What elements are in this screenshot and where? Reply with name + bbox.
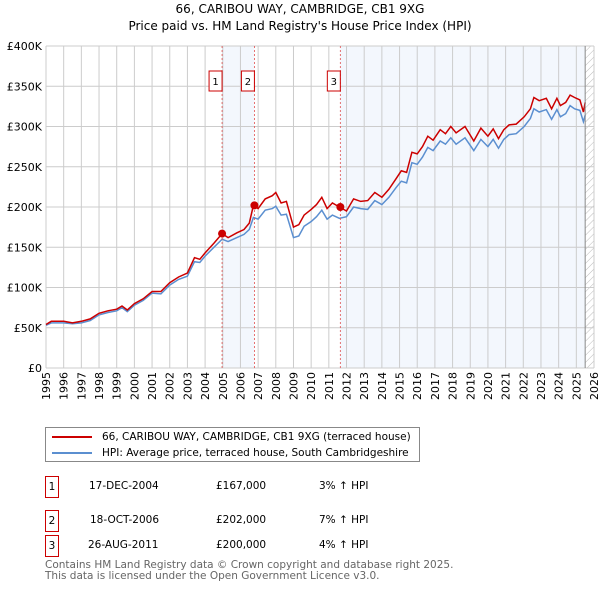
sale-date: 26-AUG-2011	[88, 539, 159, 551]
x-tick-label: 2024	[553, 372, 566, 400]
sale-label: 1	[212, 77, 218, 88]
sale-hpi: 4% ↑ HPI	[319, 539, 369, 551]
x-tick-label: 2011	[323, 372, 336, 400]
footer: Contains HM Land Registry data © Crown c…	[45, 560, 453, 582]
y-tick-label: £300K	[7, 121, 43, 134]
sale-price: £202,000	[216, 514, 267, 526]
footer-line: Contains HM Land Registry data © Crown c…	[45, 559, 454, 571]
sale-label-box	[326, 70, 341, 92]
x-tick-label: 2021	[500, 372, 513, 400]
x-tick-label: 2017	[429, 372, 442, 400]
y-tick-label: £100K	[7, 282, 43, 295]
x-tick-label: 2012	[341, 372, 354, 400]
x-tick-label: 2003	[181, 372, 194, 400]
sale-label-box	[240, 70, 255, 92]
x-tick-label: 2010	[305, 372, 318, 400]
table-row: 2 18-OCT-2006 £202,000 7% ↑ HPI	[45, 510, 545, 532]
x-tick-label: 2016	[411, 372, 424, 400]
x-tick-label: 2013	[358, 372, 371, 400]
legend-swatch-red	[52, 436, 92, 438]
y-tick-label: £250K	[7, 161, 43, 174]
x-tick-label: 2001	[146, 372, 159, 400]
x-tick-label: 2009	[287, 372, 300, 400]
table-row: 1 17-DEC-2004 £167,000 3% ↑ HPI	[45, 476, 545, 498]
x-tick-label: 2022	[517, 372, 530, 400]
sale-badge: 3	[45, 535, 59, 557]
legend-item-property: 66, CARIBOU WAY, CAMBRIDGE, CB1 9XG (ter…	[52, 429, 411, 445]
sale-price: £200,000	[216, 539, 267, 551]
legend: 66, CARIBOU WAY, CAMBRIDGE, CB1 9XG (ter…	[45, 427, 420, 462]
legend-item-hpi: HPI: Average price, terraced house, Sout…	[52, 445, 409, 461]
sale-badge: 2	[45, 510, 59, 532]
sale-point	[250, 201, 259, 210]
x-tick-label: 2008	[270, 372, 283, 400]
sale-date: 18-OCT-2006	[90, 514, 159, 526]
x-tick-label: 1998	[93, 372, 106, 400]
x-tick-label: 2004	[199, 372, 212, 400]
x-tick-label: 2007	[252, 372, 265, 400]
legend-swatch-blue	[52, 452, 92, 454]
footer-line: This data is licensed under the Open Gov…	[45, 570, 380, 582]
y-tick-label: £0	[28, 362, 42, 375]
sale-hpi: 3% ↑ HPI	[319, 480, 369, 492]
x-tick-label: 2014	[376, 372, 389, 400]
sale-price: £167,000	[216, 480, 267, 492]
x-tick-label: 2018	[447, 372, 460, 400]
legend-label: 66, CARIBOU WAY, CAMBRIDGE, CB1 9XG (ter…	[102, 431, 411, 443]
sale-label: 3	[331, 77, 337, 88]
legend-label: HPI: Average price, terraced house, Sout…	[102, 447, 409, 459]
sale-label-box	[208, 70, 223, 92]
y-tick-label: £50K	[14, 322, 43, 335]
x-tick-label: 1995	[40, 372, 53, 400]
x-tick-label: 1999	[111, 372, 124, 400]
x-tick-label: 2000	[128, 372, 141, 400]
table-row: 3 26-AUG-2011 £200,000 4% ↑ HPI	[45, 535, 545, 557]
price-chart: 66, CARIBOU WAY, CAMBRIDGE, CB1 9XG Pric…	[7, 2, 600, 400]
x-tick-label: 1996	[58, 372, 71, 400]
sale-hpi: 7% ↑ HPI	[319, 514, 369, 526]
sale-point	[336, 203, 345, 211]
y-tick-label: £150K	[7, 241, 43, 254]
chart-title: 66, CARIBOU WAY, CAMBRIDGE, CB1 9XG	[176, 2, 425, 16]
series-line	[45, 104, 586, 326]
chart-subtitle: Price paid vs. HM Land Registry's House …	[128, 19, 471, 33]
x-tick-label: 2019	[464, 372, 477, 400]
x-tick-label: 1997	[75, 372, 88, 400]
y-tick-label: £350K	[7, 80, 43, 93]
sale-point	[218, 229, 227, 238]
x-tick-label: 2002	[164, 372, 177, 400]
sale-date: 17-DEC-2004	[89, 480, 159, 492]
x-tick-label: 2023	[535, 372, 548, 400]
sale-badge: 1	[45, 476, 59, 498]
x-tick-label: 2015	[394, 372, 407, 400]
y-tick-label: £200K	[7, 201, 43, 214]
x-tick-label: 2025	[570, 372, 583, 400]
x-tick-label: 2005	[217, 372, 230, 400]
sale-label: 2	[245, 77, 251, 88]
y-tick-label: £400K	[7, 40, 43, 53]
x-tick-label: 2026	[588, 372, 600, 400]
x-tick-label: 2006	[234, 372, 247, 400]
x-tick-label: 2020	[482, 372, 495, 400]
